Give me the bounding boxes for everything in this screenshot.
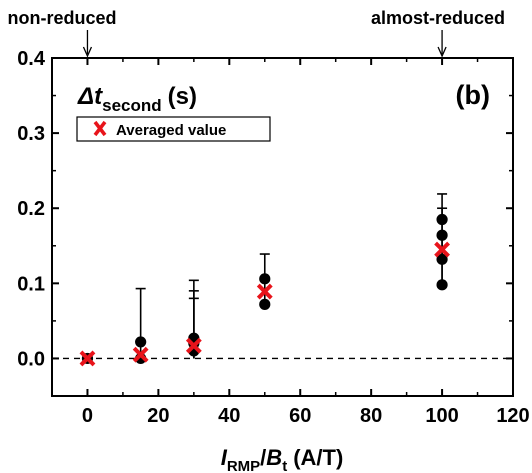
annotation-non-reduced: non-reduced [7,8,116,28]
averaged-marker [132,346,149,363]
inner-title-unit: (s) [168,83,197,110]
inner-title-subscript: second [102,96,162,115]
legend-marker-x-icon [93,120,107,137]
data-point [436,229,448,241]
error-bars [135,193,448,359]
legend: Averaged value [76,116,271,142]
legend-label: Averaged value [116,122,226,139]
averaged-marker [79,350,96,367]
averaged-marker [434,241,450,258]
data-point [135,336,147,348]
x-label-slash: / [260,445,266,470]
annotation-arrows [82,30,447,58]
data-point [259,298,271,310]
y-tick-label: 0.1 [17,273,45,295]
inner-title: Δtsecond (s) [77,83,197,115]
axis-ticks: 0 20 40 60 80 100 120 0.0 0.1 0.2 0.3 0.4 [17,48,530,427]
annotation-almost-reduced: almost-reduced [371,8,505,28]
data-point [436,213,448,226]
averaged-marker [256,283,273,300]
data-point [436,253,448,265]
annotation-arrow-head [437,46,447,58]
y-tick-label: 0.4 [17,48,46,70]
x-tick-label: 100 [425,405,458,427]
plot-frame [51,57,514,397]
x-tick-label: 80 [360,405,382,427]
y-tick-label: 0.0 [17,348,45,370]
averaged-markers [79,241,450,367]
x-label-sub2: t [282,458,287,473]
x-tick-label: 0 [82,405,93,427]
x-axis-label: IRMP/Bt (A/T) [221,445,344,473]
legend-box [76,116,271,142]
y-tick-label: 0.2 [17,198,45,220]
x-label-var2: B [266,445,282,470]
y-tick-label: 0.3 [17,123,45,145]
x-tick-label: 60 [289,405,311,427]
panel-label: (b) [456,80,490,110]
data-point [259,273,271,285]
averaged-marker [185,337,202,354]
annotation-arrow-head [82,46,93,58]
inner-title-symbol: Δt [77,83,103,110]
data-point [436,279,448,291]
x-label-var1: I [221,445,228,470]
x-label-sub1: RMP [227,458,260,473]
x-tick-label: 20 [147,405,169,427]
x-tick-label: 40 [218,405,240,427]
x-label-unit: (A/T) [293,445,343,470]
x-tick-label: 120 [496,405,529,427]
